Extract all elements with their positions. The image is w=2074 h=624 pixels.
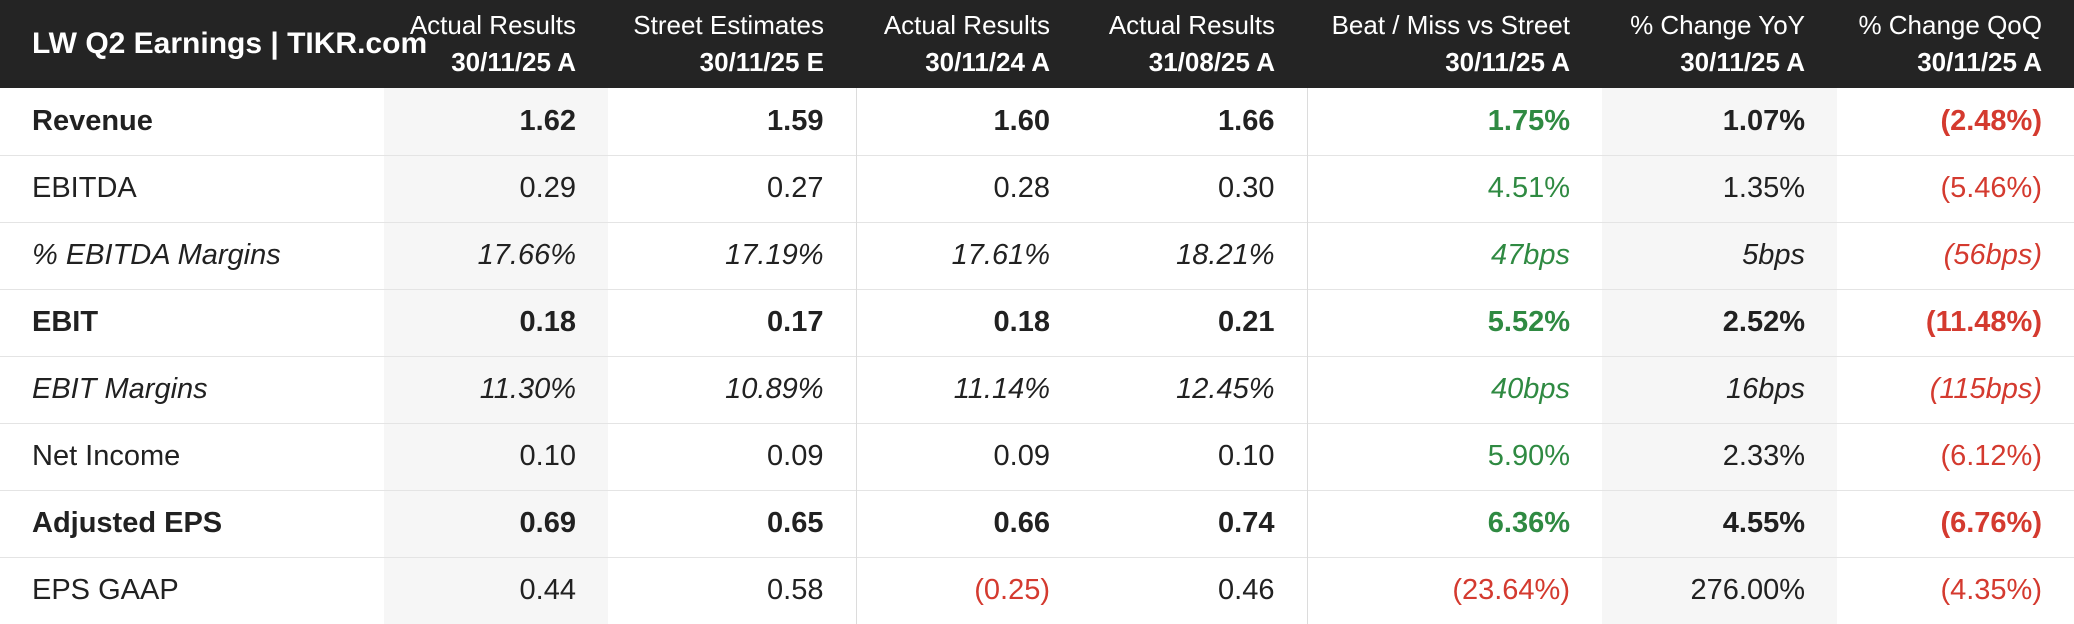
value-cell: 17.66% [384, 222, 608, 289]
table-row: % EBITDA Margins 17.66% 17.19% 17.61% 18… [0, 222, 2074, 289]
row-label: EBITDA [32, 172, 137, 204]
column-header: % Change QoQ 30/11/25 A [1837, 0, 2074, 88]
value-cell: 40bps [1490, 373, 1570, 405]
value-cell: 11.14% [953, 373, 1050, 405]
value-cell: 1.07% [1602, 88, 1837, 155]
value-cell: (56bps) [1943, 239, 2042, 271]
value-cell: 276.00% [1602, 557, 1837, 624]
value-cell: 12.45% [1082, 356, 1308, 423]
value-cell: 6.36% [1487, 507, 1570, 539]
value-cell: 0.30 [1082, 155, 1308, 222]
column-header: % Change YoY 30/11/25 A [1602, 0, 1837, 88]
table-title: LW Q2 Earnings | TIKR.com [32, 27, 428, 60]
column-header-label: Actual Results [1108, 10, 1275, 41]
value-cell: (5.46%) [1940, 172, 2042, 204]
column-header-date: 30/11/25 E [699, 46, 824, 77]
column-header-label: Beat / Miss vs Street [1331, 10, 1570, 41]
value-cell: (4.35%) [1940, 574, 2042, 606]
value-cell: 0.29 [384, 155, 608, 222]
value-cell: 0.69 [384, 490, 608, 557]
column-header-date: 30/11/25 A [1917, 46, 2042, 77]
value-cell: 0.65 [608, 490, 857, 557]
value-cell: 0.10 [1082, 423, 1308, 490]
table-row: Adjusted EPS 0.69 0.65 0.66 0.74 6.36% 4… [0, 490, 2074, 557]
value-cell: 1.75% [1487, 104, 1570, 137]
value-cell: (6.76%) [1940, 507, 2042, 539]
value-cell: 17.19% [608, 222, 857, 289]
value-cell: 11.30% [384, 356, 608, 423]
value-cell: 0.74 [1082, 490, 1308, 557]
column-header: Actual Results 30/11/25 A [384, 0, 608, 88]
value-cell: 0.58 [608, 557, 857, 624]
column-header: Actual Results 30/11/24 A [856, 0, 1082, 88]
value-cell: 5.90% [1487, 440, 1570, 472]
value-cell: 0.28 [993, 172, 1050, 204]
value-cell: 4.51% [1487, 172, 1570, 204]
value-cell: 1.62 [384, 88, 608, 155]
value-cell: 0.21 [1082, 289, 1308, 356]
column-header-label: Street Estimates [633, 10, 824, 41]
table-row: EBITDA 0.29 0.27 0.28 0.30 4.51% 1.35% (… [0, 155, 2074, 222]
row-label: EBIT [32, 306, 99, 338]
value-cell: 17.61% [951, 239, 1050, 271]
value-cell: (6.12%) [1940, 440, 2042, 472]
value-cell: (2.48%) [1940, 104, 2042, 137]
value-cell: 0.18 [384, 289, 608, 356]
value-cell: 16bps [1602, 356, 1837, 423]
value-cell: 0.66 [993, 507, 1050, 539]
value-cell: 0.09 [608, 423, 857, 490]
value-cell: (0.25) [974, 574, 1050, 606]
column-header-date: 31/08/25 A [1148, 46, 1275, 77]
value-cell: (115bps) [1929, 373, 2042, 405]
value-cell: 0.17 [608, 289, 857, 356]
value-cell: 5bps [1602, 222, 1837, 289]
table-row: EBIT Margins 11.30% 10.89% 11.14% 12.45%… [0, 356, 2074, 423]
row-label: Revenue [32, 104, 153, 137]
row-label: EBIT Margins [32, 373, 208, 405]
value-cell: (23.64%) [1452, 574, 1570, 606]
header-row: LW Q2 Earnings | TIKR.com Actual Results… [0, 0, 2074, 88]
column-header-label: Actual Results [883, 10, 1050, 41]
row-label: EPS GAAP [32, 574, 179, 606]
row-label: % EBITDA Margins [32, 239, 281, 271]
value-cell: 47bps [1490, 239, 1570, 271]
value-cell: 0.18 [993, 306, 1050, 338]
value-cell: 4.55% [1602, 490, 1837, 557]
value-cell: 5.52% [1487, 306, 1570, 338]
column-header-label: % Change QoQ [1858, 10, 2042, 41]
value-cell: 0.10 [384, 423, 608, 490]
value-cell: 1.60 [993, 104, 1050, 137]
table-row: EBIT 0.18 0.17 0.18 0.21 5.52% 2.52% (11… [0, 289, 2074, 356]
table-row: Net Income 0.10 0.09 0.09 0.10 5.90% 2.3… [0, 423, 2074, 490]
value-cell: 2.33% [1602, 423, 1837, 490]
column-header-date: 30/11/25 A [1445, 46, 1570, 77]
value-cell: 0.46 [1082, 557, 1308, 624]
value-cell: 0.27 [608, 155, 857, 222]
table-row: Revenue 1.62 1.59 1.60 1.66 1.75% 1.07% … [0, 88, 2074, 155]
value-cell: 1.66 [1082, 88, 1308, 155]
column-header-label: % Change YoY [1630, 10, 1805, 41]
column-header-date: 30/11/25 A [451, 46, 576, 77]
column-header-date: 30/11/25 A [1680, 46, 1805, 77]
column-header: Beat / Miss vs Street 30/11/25 A [1307, 0, 1602, 88]
value-cell: 10.89% [608, 356, 857, 423]
value-cell: 1.59 [608, 88, 857, 155]
row-label: Net Income [32, 440, 181, 472]
column-header-date: 30/11/24 A [925, 46, 1050, 77]
value-cell: (11.48%) [1925, 306, 2042, 338]
value-cell: 18.21% [1082, 222, 1308, 289]
value-cell: 2.52% [1602, 289, 1837, 356]
table-row: EPS GAAP 0.44 0.58 (0.25) 0.46 (23.64%) … [0, 557, 2074, 624]
column-header: Actual Results 31/08/25 A [1082, 0, 1307, 88]
value-cell: 1.35% [1602, 155, 1837, 222]
value-cell: 0.44 [384, 557, 608, 624]
value-cell: 0.09 [993, 440, 1050, 472]
column-header: Street Estimates 30/11/25 E [608, 0, 856, 88]
row-label: Adjusted EPS [32, 507, 223, 539]
column-header-label: Actual Results [409, 10, 576, 41]
